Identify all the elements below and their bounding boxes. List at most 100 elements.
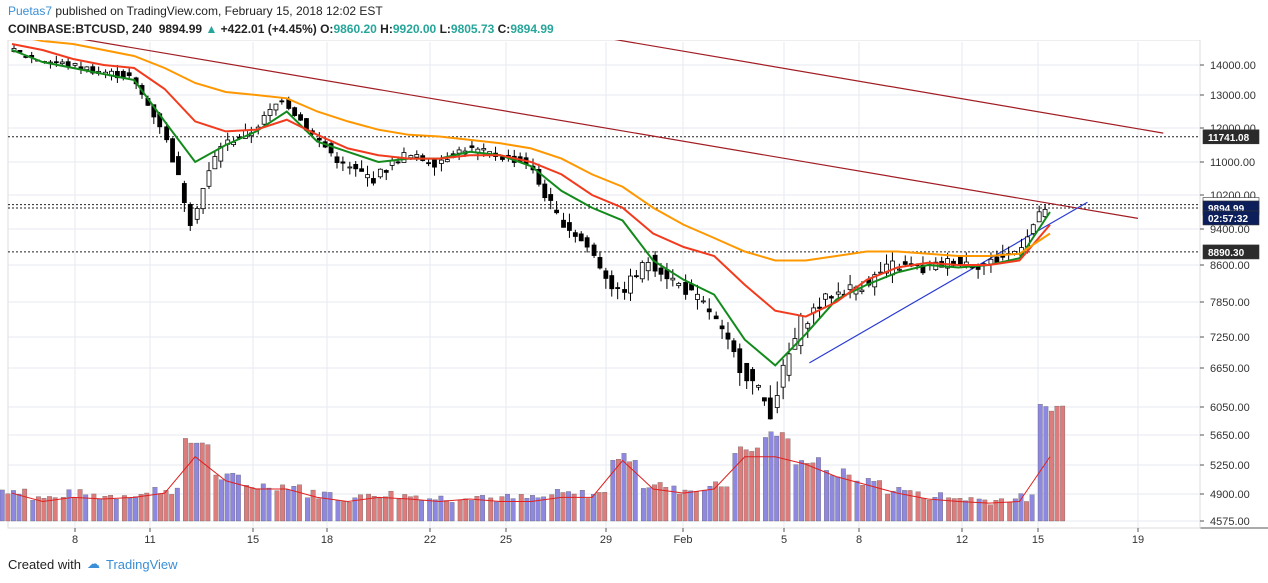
y-tick-label: 6650.00 [1210, 363, 1250, 375]
y-tick-label: 8600.00 [1210, 260, 1250, 272]
volume-bar [280, 484, 286, 522]
symbol-line: COINBASE:BTCUSD, 240 9894.99 ▲ +422.01 (… [8, 22, 554, 36]
price-tag-label: 02:57:32 [1208, 214, 1248, 225]
candle-body [597, 257, 603, 269]
volume-bar [779, 432, 785, 522]
volume-bar [829, 475, 835, 522]
y-tick-label: 4575.00 [1210, 516, 1250, 528]
candle-body [683, 281, 689, 295]
candle-body [328, 143, 334, 154]
volume-bar [646, 487, 652, 522]
tradingview-cloud-icon: ☁ [86, 556, 100, 571]
volume-bar [260, 483, 266, 522]
volume-bar [1060, 405, 1066, 522]
volume-bar [321, 491, 327, 522]
trendlines [83, 40, 1164, 364]
price-chart[interactable]: 14000.0013000.0012000.0011000.0010200.00… [0, 40, 1268, 552]
volume-bar [785, 438, 791, 522]
volume-bar [1043, 406, 1049, 522]
volume-bar [554, 489, 560, 522]
candle-body [365, 174, 370, 179]
volume-bar [896, 487, 902, 522]
volume-bar [285, 489, 291, 522]
candle-body [292, 107, 298, 116]
candle-body [713, 315, 719, 320]
volume-bar [158, 493, 163, 522]
candle-body [176, 156, 181, 176]
volume-bar [663, 487, 669, 522]
low-value: 9805.73 [450, 22, 495, 36]
volume-bar [860, 485, 866, 522]
candle-body [676, 282, 682, 287]
volume-bar [530, 495, 535, 522]
volume-bar [579, 490, 585, 522]
volume-bar [1054, 405, 1060, 522]
volume-bar [902, 490, 907, 522]
candle-body [628, 275, 633, 294]
volume-bar [358, 494, 363, 522]
candle-body [700, 300, 706, 303]
volume-bar [535, 497, 541, 522]
horizontal-levels [8, 136, 1200, 253]
candle-body [279, 100, 285, 103]
volume-bar [946, 497, 952, 522]
volume-bar [854, 480, 860, 522]
volume-bar [163, 490, 169, 522]
candle-body [622, 289, 627, 293]
x-tick-label: Feb [674, 534, 693, 546]
candle-body [548, 194, 554, 201]
volume-bar [915, 491, 921, 522]
publish-line: Puetas7 published on TradingView.com, Fe… [8, 4, 383, 18]
volume-bar [316, 498, 322, 522]
candle-body [645, 261, 651, 272]
last-price: 9894.99 [158, 22, 203, 36]
candle-body [126, 72, 132, 76]
moving-averages [11, 40, 1051, 367]
x-tick-label: 29 [600, 534, 612, 546]
volume-bar [560, 492, 566, 522]
published-text: published on TradingView.com, February 1… [55, 4, 383, 18]
author-link[interactable]: Puetas7 [8, 4, 53, 18]
volume-bar [632, 460, 638, 522]
footer: Created with ☁ TradingView [8, 556, 178, 572]
volume-bar [102, 496, 108, 522]
volume-bar [35, 496, 41, 522]
volume-bar [885, 493, 891, 522]
y-tick-label: 6050.00 [1210, 402, 1250, 414]
volume-bar [480, 495, 485, 522]
y-tick-label: 14000.00 [1210, 60, 1256, 72]
volume-bar [91, 493, 97, 522]
volume-bar [152, 487, 158, 522]
candle-body [737, 348, 743, 374]
volume-bar [346, 502, 352, 522]
x-tick-label: 15 [247, 534, 259, 546]
candle-body [658, 267, 664, 275]
volume-bar [754, 447, 760, 522]
y-tick-label: 7850.00 [1210, 297, 1250, 309]
volume-bar [743, 449, 749, 522]
symbol-label[interactable]: COINBASE:BTCUSD, 240 [8, 22, 153, 36]
volume-bar [774, 435, 780, 522]
candle-body [744, 362, 750, 382]
candle-body [554, 209, 559, 214]
up-arrow-icon: ▲ [205, 22, 218, 36]
y-tick-label: 4900.00 [1210, 489, 1250, 501]
price-change: +422.01 (+4.45%) [220, 22, 317, 36]
candle-body [84, 66, 90, 71]
candle-body [194, 207, 200, 220]
volume-bar [438, 495, 444, 522]
candle-body [426, 162, 431, 165]
volume-bar [174, 487, 180, 522]
plot-frame [7, 40, 1201, 529]
tradingview-brand-link[interactable]: TradingView [105, 556, 178, 572]
volume-bar [999, 498, 1004, 522]
candle-body [994, 256, 1000, 263]
volume-bar [444, 500, 449, 522]
volume-bar [571, 493, 577, 522]
volume-bar [976, 498, 982, 522]
volume-bar [610, 460, 616, 522]
volume-bar [224, 473, 230, 522]
volume-bar [963, 500, 968, 522]
volume-bar [169, 494, 175, 522]
